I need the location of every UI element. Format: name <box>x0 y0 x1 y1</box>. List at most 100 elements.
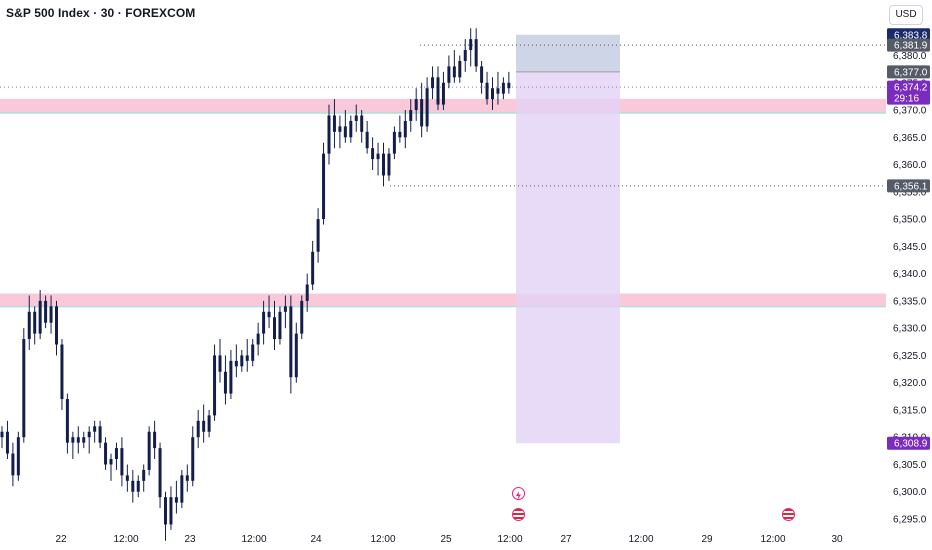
symbol-title[interactable]: S&P 500 Index · 30 · FOREXCOM <box>6 6 196 20</box>
price-badges: 6,383.86,381.9 6,377.0 6,374.229:16 6,356.1… <box>887 28 930 450</box>
currency-button[interactable]: USD <box>889 5 923 25</box>
candle-body <box>300 300 304 334</box>
price-badge-label: 6,383.8 <box>894 30 928 41</box>
candle <box>104 437 108 470</box>
price-tick-label: 6,325.0 <box>893 351 927 362</box>
candle-body <box>485 82 489 100</box>
candle-body <box>234 360 238 367</box>
candle <box>82 431 86 449</box>
time-tick-label: 12:00 <box>497 534 522 545</box>
candle-body <box>125 475 129 481</box>
candle <box>71 431 75 460</box>
candle-body <box>469 39 473 51</box>
candle <box>120 437 124 487</box>
candle <box>398 115 402 143</box>
candle-body <box>251 344 255 361</box>
candle <box>180 469 184 509</box>
time-tick-label: 27 <box>560 534 572 545</box>
candle-body <box>327 115 331 154</box>
position-target-area[interactable] <box>516 34 620 72</box>
candle <box>469 28 473 67</box>
time-tick-label: 12:00 <box>241 534 266 545</box>
candle-body <box>180 475 184 503</box>
candle-body <box>501 82 505 94</box>
candle <box>409 99 413 132</box>
price-badge: 6,374.229:16 <box>887 80 930 105</box>
position-tool[interactable] <box>516 34 620 444</box>
event-lightning-icon[interactable] <box>512 487 525 500</box>
candle <box>207 409 211 438</box>
candle-body <box>436 77 440 105</box>
candle-body <box>191 437 195 481</box>
candle <box>300 295 304 340</box>
candle <box>153 420 157 460</box>
candle-body <box>218 355 222 372</box>
candle <box>392 126 396 160</box>
candle-body <box>120 448 124 476</box>
candle-body <box>441 82 445 105</box>
candle-body <box>87 431 91 438</box>
candle <box>174 480 178 514</box>
candle <box>158 442 162 509</box>
price-tick-label: 6,320.0 <box>893 378 927 389</box>
candle-body <box>349 120 353 138</box>
price-tick-label: 6,330.0 <box>893 324 927 335</box>
candle-body <box>376 153 380 160</box>
candle <box>332 99 336 149</box>
candle <box>458 55 462 83</box>
candle-body <box>387 153 391 176</box>
countdown-label: 29:16 <box>894 94 919 105</box>
candle <box>60 339 64 410</box>
price-tick-label: 6,345.0 <box>893 242 927 253</box>
candle <box>76 426 80 454</box>
candles-layer <box>0 28 511 541</box>
position-stop-area[interactable] <box>516 71 620 444</box>
candle-body <box>332 115 336 132</box>
candle <box>338 115 342 149</box>
candle <box>480 60 484 94</box>
time-tick-label: 23 <box>184 534 196 545</box>
candle-body <box>44 300 48 323</box>
price-badge: 6,377.0 <box>887 65 930 79</box>
candle <box>267 295 271 329</box>
candle <box>322 142 326 225</box>
candle-body <box>16 437 20 476</box>
time-axis[interactable]: 22 12:00 23 12:00 24 12:00 25 12:00 27 12:00 29 12:… <box>55 534 843 545</box>
us-flag-event-icon-2[interactable] <box>782 508 795 521</box>
level-lines <box>0 44 886 187</box>
candle <box>425 77 429 132</box>
candle <box>441 71 445 111</box>
candle-body <box>278 311 282 340</box>
candle <box>360 110 364 143</box>
price-tick-label: 6,370.0 <box>893 106 927 117</box>
price-badge: 6,381.9 <box>887 38 930 52</box>
candle-body <box>463 50 467 61</box>
candle <box>262 300 266 345</box>
candle <box>311 240 315 290</box>
candle-body <box>136 480 140 492</box>
time-tick-label: 25 <box>440 534 452 545</box>
candle <box>131 469 135 503</box>
price-badge-bg <box>887 179 930 193</box>
candle-body <box>420 99 424 127</box>
candle-body <box>76 437 80 443</box>
us-flag-event-icon[interactable] <box>512 508 525 521</box>
price-tick-label: 6,335.0 <box>893 296 927 307</box>
candle <box>22 328 26 443</box>
time-tick-label: 29 <box>701 534 713 545</box>
candle-body <box>109 459 113 465</box>
candle-body <box>82 437 86 443</box>
candle-body <box>283 306 287 312</box>
candle-body <box>142 469 146 481</box>
candle <box>11 442 15 487</box>
price-badge: 6,383.8 <box>887 28 930 42</box>
candle-body <box>196 420 200 438</box>
time-tick-label: 12:00 <box>113 534 138 545</box>
candle <box>436 66 440 111</box>
candle <box>343 110 347 143</box>
candle-body <box>316 219 320 252</box>
candle <box>169 486 173 530</box>
price-badge: 6,356.1 <box>887 179 930 193</box>
candle-body <box>294 333 298 378</box>
